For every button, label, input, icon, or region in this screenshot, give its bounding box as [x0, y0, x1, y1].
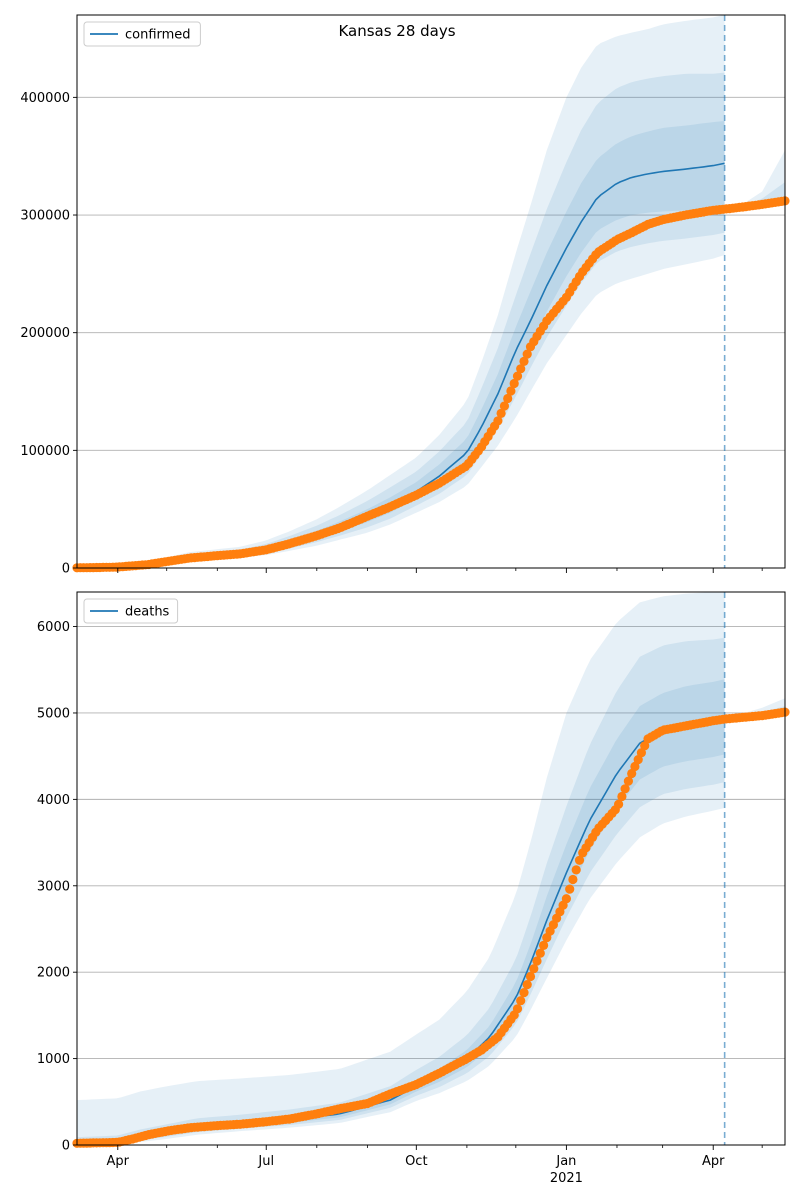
- observed-point: [512, 1004, 523, 1014]
- observed-point: [574, 855, 585, 865]
- observed-point: [630, 761, 640, 772]
- outer-uncertainty-band: [77, 592, 725, 1145]
- deaths-axes: 0 1000 2000 3000 4000 5000 6000 Apr Jul Oct Jan 202…: [37, 591, 786, 1186]
- observed-point: [529, 964, 539, 974]
- plot-frame: [76, 591, 786, 1146]
- observed-point: [571, 865, 581, 875]
- deaths-legend: deaths: [83, 598, 179, 624]
- forecast-outer-band: [724, 150, 785, 213]
- y-tick-label: 5000: [37, 706, 70, 721]
- observed-point: [561, 894, 572, 904]
- confirmed-axes: 0 100000 200000 300000 400000: [20, 14, 786, 577]
- observed-point: [535, 948, 545, 958]
- observed-point: [503, 393, 513, 404]
- y-tick-label: 400000: [20, 91, 70, 106]
- deaths-gridlines: [77, 626, 785, 1060]
- observed-point: [636, 748, 647, 758]
- y-tick-label: 6000: [37, 620, 70, 635]
- observed-point: [519, 988, 529, 998]
- observed-point: [532, 956, 542, 966]
- x-tick-label: Apr: [702, 1154, 725, 1169]
- observed-point: [565, 884, 575, 894]
- y-tick-label: 4000: [37, 793, 70, 808]
- legend-label-confirmed: confirmed: [125, 28, 191, 43]
- observed-point: [522, 349, 532, 359]
- confirmed-legend: confirmed: [83, 21, 201, 47]
- inner-uncertainty-band: [77, 120, 725, 568]
- observed-point: [633, 755, 643, 765]
- x-tick-label: Jul: [257, 1154, 274, 1169]
- y-tick-label: 100000: [20, 444, 70, 459]
- middle-uncertainty-band: [77, 637, 725, 1145]
- x-tick-label: Jan: [555, 1154, 576, 1169]
- y-tick-label: 0: [62, 562, 70, 577]
- observed-point: [516, 996, 526, 1006]
- observed-point: [522, 980, 532, 990]
- deaths-panel: 0 1000 2000 3000 4000 5000 6000 Apr Jul Oct Jan 202…: [37, 591, 790, 1186]
- observed-point: [499, 401, 509, 411]
- plot-frame: [76, 14, 786, 569]
- confirmed-observed-points: [72, 196, 790, 573]
- y-tick-label: 3000: [37, 879, 70, 894]
- observed-point: [509, 378, 519, 389]
- observed-point: [568, 874, 578, 885]
- legend-label-deaths: deaths: [125, 605, 170, 620]
- legend-box: [83, 598, 179, 624]
- y-tick-label: 1000: [37, 1052, 70, 1067]
- y-tick-label: 300000: [20, 209, 70, 224]
- observed-point: [496, 408, 506, 418]
- observed-point: [539, 940, 549, 951]
- observed-point: [506, 386, 516, 396]
- observed-point: [516, 364, 526, 374]
- observed-point: [623, 776, 634, 786]
- observed-point: [493, 416, 503, 426]
- confirmed-panel: 0 100000 200000 300000 400000 confirmed: [20, 14, 790, 577]
- x-tick-year-label: 2021: [550, 1171, 583, 1186]
- x-tick-label: Apr: [107, 1154, 130, 1169]
- observed-point: [614, 799, 624, 809]
- y-tick-label: 2000: [37, 966, 70, 981]
- observed-point: [519, 356, 529, 366]
- y-tick-label: 0: [62, 1139, 70, 1154]
- observed-point: [640, 741, 650, 751]
- observed-point: [512, 371, 523, 381]
- middle-uncertainty-band: [77, 72, 725, 568]
- observed-point: [617, 791, 627, 802]
- observed-point: [627, 768, 637, 779]
- chart-title: Kansas 28 days: [338, 22, 455, 40]
- observed-point: [525, 971, 536, 982]
- x-tick-label: Oct: [405, 1154, 427, 1169]
- legend-box: [83, 21, 201, 47]
- observed-point: [620, 784, 630, 794]
- outer-uncertainty-band: [77, 15, 725, 568]
- inner-uncertainty-band: [77, 679, 725, 1145]
- y-tick-label: 200000: [20, 326, 70, 341]
